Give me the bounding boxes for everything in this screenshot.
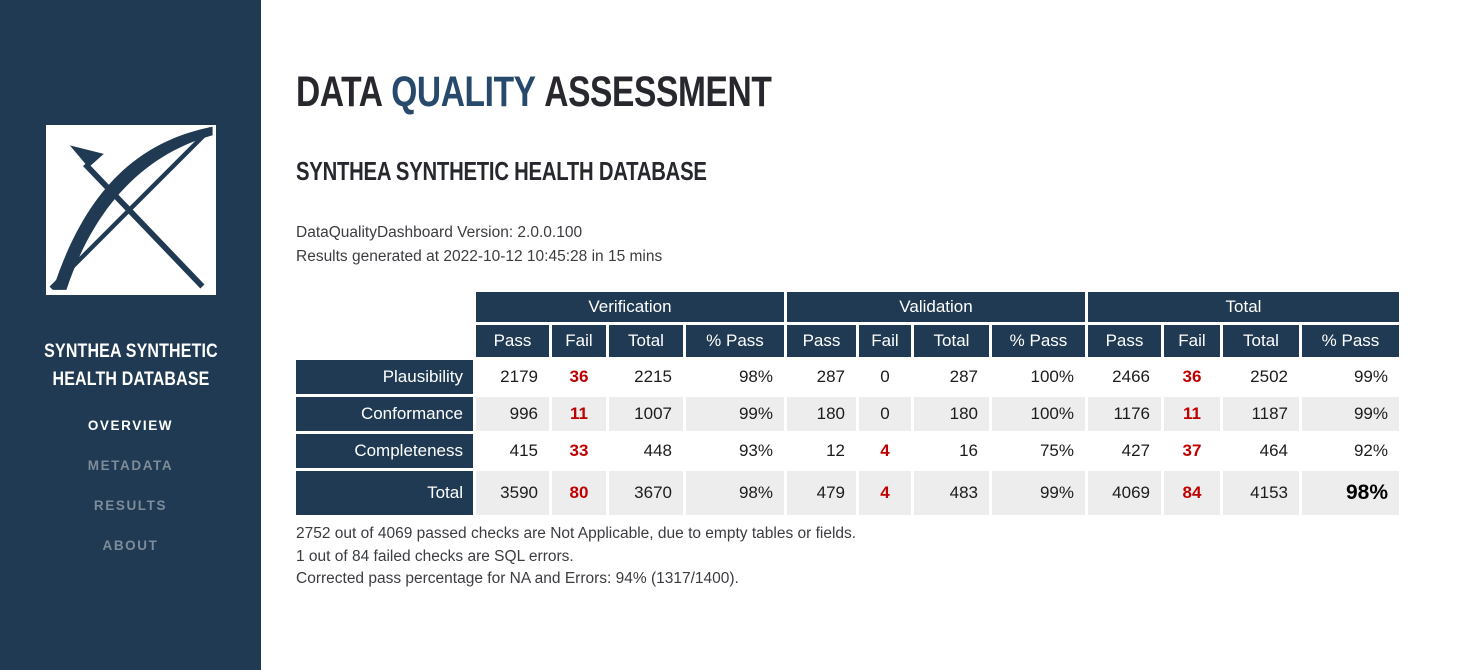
table-cell: 100% xyxy=(992,397,1085,431)
table-cell: 80 xyxy=(552,471,606,515)
sidebar-item-metadata[interactable]: METADATA xyxy=(87,457,174,473)
table-corner-blank xyxy=(296,292,473,322)
table-cell: 180 xyxy=(914,397,989,431)
table-row-total: Total 3590 80 3670 98% 479 4 483 99% 406… xyxy=(296,471,1399,515)
version-line: DataQualityDashboard Version: 2.0.0.100 xyxy=(296,224,583,241)
table-corner-blank xyxy=(296,325,473,357)
table-cell: 93% xyxy=(686,434,784,468)
table-cell: 3670 xyxy=(609,471,683,515)
table-cell: 98% xyxy=(686,360,784,394)
table-cell: 427 xyxy=(1088,434,1161,468)
table-cell: 33 xyxy=(552,434,606,468)
row-label-conformance: Conformance xyxy=(296,397,473,431)
table-cell: 2179 xyxy=(476,360,549,394)
col-header-total-pass: Pass xyxy=(1088,325,1161,357)
synthea-bow-arrow-logo-icon xyxy=(44,125,218,295)
table-cell: 100% xyxy=(992,360,1085,394)
footnote-sql-errors: 1 out of 84 failed checks are SQL errors… xyxy=(296,547,574,565)
table-cell: 36 xyxy=(552,360,606,394)
table-cell: 16 xyxy=(914,434,989,468)
group-header-validation: Validation xyxy=(787,292,1085,322)
footnote-not-applicable: 2752 out of 4069 passed checks are Not A… xyxy=(296,525,857,542)
table-cell: 36 xyxy=(1164,360,1220,394)
table-cell: 287 xyxy=(787,360,856,394)
table-cell: 99% xyxy=(686,397,784,431)
table-row-plausibility: Plausibility 2179 36 2215 98% 287 0 287 … xyxy=(296,360,1399,394)
table-cell: 98% xyxy=(686,471,784,515)
table-cell: 2502 xyxy=(1223,360,1299,394)
col-header-validation-total: Total xyxy=(914,325,989,357)
table-row-conformance: Conformance 996 11 1007 99% 180 0 180 10… xyxy=(296,397,1399,431)
page-title: DATA QUALITY ASSESSMENT xyxy=(296,71,1217,114)
table-cell: 483 xyxy=(914,471,989,515)
main-content: DATA QUALITY ASSESSMENT SYNTHEA SYNTHETIC … xyxy=(261,0,1477,670)
table-cell: 415 xyxy=(476,434,549,468)
table-cell: 479 xyxy=(787,471,856,515)
table-cell: 448 xyxy=(609,434,683,468)
footnote-corrected-pass: Corrected pass percentage for NA and Err… xyxy=(296,570,739,587)
col-header-total-total: Total xyxy=(1223,325,1299,357)
col-header-verification-fail: Fail xyxy=(552,325,606,357)
row-label-plausibility: Plausibility xyxy=(296,360,473,394)
sidebar-database-title: SYNTHEA SYNTHETIC HEALTH DATABASE xyxy=(43,340,218,391)
sidebar-nav: OVERVIEW METADATA RESULTS ABOUT xyxy=(88,418,174,578)
table-cell: 92% xyxy=(1302,434,1399,468)
table-cell: 99% xyxy=(1302,360,1399,394)
table-cell: 1007 xyxy=(609,397,683,431)
dqa-summary-table: Verification Validation Total Pass Fail … xyxy=(293,289,1402,518)
table-cell: 464 xyxy=(1223,434,1299,468)
row-label-completeness: Completeness xyxy=(296,434,473,468)
table-cell: 1176 xyxy=(1088,397,1161,431)
table-cell: 1187 xyxy=(1223,397,1299,431)
col-header-validation-pct-pass: % Pass xyxy=(992,325,1085,357)
page-title-pre: DATA xyxy=(296,68,383,116)
group-header-verification: Verification xyxy=(476,292,784,322)
row-label-total: Total xyxy=(296,471,473,515)
group-header-total: Total xyxy=(1088,292,1399,322)
table-cell: 2466 xyxy=(1088,360,1161,394)
table-cell: 180 xyxy=(787,397,856,431)
table-cell: 99% xyxy=(992,471,1085,515)
sidebar: SYNTHEA SYNTHETIC HEALTH DATABASE OVERVI… xyxy=(0,0,261,670)
table-cell: 4 xyxy=(859,471,911,515)
generated-line: Results generated at 2022-10-12 10:45:28… xyxy=(296,248,663,265)
database-subtitle: SYNTHEA SYNTHETIC HEALTH DATABASE xyxy=(296,156,707,186)
table-cell: 37 xyxy=(1164,434,1220,468)
table-cell: 99% xyxy=(1302,397,1399,431)
col-header-validation-fail: Fail xyxy=(859,325,911,357)
table-cell: 2215 xyxy=(609,360,683,394)
col-header-verification-pct-pass: % Pass xyxy=(686,325,784,357)
table-cell: 287 xyxy=(914,360,989,394)
table-cell: 84 xyxy=(1164,471,1220,515)
table-cell: 75% xyxy=(992,434,1085,468)
col-header-verification-pass: Pass xyxy=(476,325,549,357)
table-cell: 4 xyxy=(859,434,911,468)
page-title-post: ASSESSMENT xyxy=(544,68,772,116)
table-cell: 4153 xyxy=(1223,471,1299,515)
table-cell: 996 xyxy=(476,397,549,431)
table-cell: 4069 xyxy=(1088,471,1161,515)
sidebar-item-overview[interactable]: OVERVIEW xyxy=(87,417,174,433)
col-header-total-fail: Fail xyxy=(1164,325,1220,357)
table-cell: 0 xyxy=(859,397,911,431)
table-cell: 12 xyxy=(787,434,856,468)
table-cell: 0 xyxy=(859,360,911,394)
footnotes: 2752 out of 4069 passed checks are Not A… xyxy=(296,523,1477,591)
page-title-accent: QUALITY xyxy=(391,68,536,116)
table-cell: 11 xyxy=(552,397,606,431)
table-cell: 11 xyxy=(1164,397,1220,431)
col-header-total-pct-pass: % Pass xyxy=(1302,325,1399,357)
col-header-validation-pass: Pass xyxy=(787,325,856,357)
table-cell: 3590 xyxy=(476,471,549,515)
run-metadata: DataQualityDashboard Version: 2.0.0.100 … xyxy=(296,221,1477,269)
table-row-completeness: Completeness 415 33 448 93% 12 4 16 75% … xyxy=(296,434,1399,468)
col-header-verification-total: Total xyxy=(609,325,683,357)
sidebar-item-about[interactable]: ABOUT xyxy=(102,537,159,553)
overall-pass-percentage: 98% xyxy=(1302,471,1399,515)
sidebar-item-results[interactable]: RESULTS xyxy=(93,497,168,513)
